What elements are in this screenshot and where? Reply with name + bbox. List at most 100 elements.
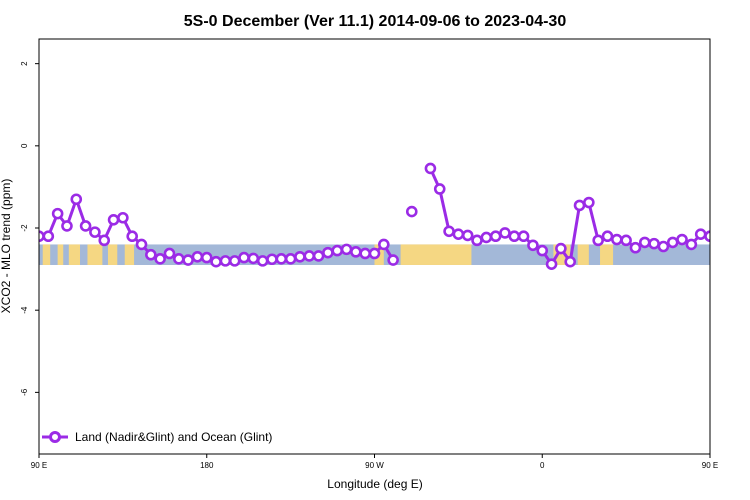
data-point — [238, 251, 250, 264]
data-point — [368, 247, 381, 260]
data-point — [275, 253, 288, 265]
data-point — [350, 246, 362, 258]
legend: Land (Nadir&Glint) and Ocean (Glint) — [42, 430, 272, 444]
data-point — [89, 226, 101, 238]
legend-label: Land (Nadir&Glint) and Ocean (Glint) — [75, 430, 272, 444]
land-segment — [87, 244, 103, 265]
data-point — [629, 241, 642, 254]
data-point — [79, 220, 92, 232]
land-segment — [107, 244, 118, 265]
data-point — [387, 254, 399, 266]
data-point — [648, 237, 660, 250]
data-point — [228, 255, 241, 267]
data-point — [126, 230, 138, 243]
y-tick-label: 0 — [20, 143, 29, 148]
y-tick-label: -6 — [20, 388, 29, 396]
data-point — [42, 230, 55, 243]
data-point — [638, 236, 651, 249]
data-point — [620, 234, 632, 247]
data-point — [573, 199, 586, 212]
x-tick-label: 180 — [200, 461, 214, 470]
data-point — [611, 233, 623, 246]
data-point — [247, 252, 260, 265]
data-point — [405, 205, 418, 218]
data-point — [433, 183, 446, 195]
data-point — [545, 258, 558, 270]
data-point — [657, 240, 670, 253]
data-point — [489, 230, 502, 243]
data-point — [443, 225, 455, 238]
land-segment — [68, 244, 81, 265]
data-point — [480, 231, 493, 244]
data-point — [527, 239, 539, 252]
y-tick-label: 2 — [20, 61, 29, 66]
data-point — [284, 253, 297, 265]
series-line — [719, 199, 750, 260]
y-axis: 2 0 -2 -4 -6 — [20, 61, 39, 396]
data-point — [499, 227, 511, 239]
data-point — [70, 193, 83, 206]
data-point — [424, 162, 437, 175]
y-axis-label: XCO2 - MLO trend (ppm) — [0, 179, 13, 314]
data-point — [135, 238, 148, 251]
x-tick-label: 0 — [540, 461, 545, 470]
data-point — [685, 238, 698, 251]
data-point — [340, 243, 353, 256]
data-point — [704, 230, 710, 243]
data-point — [536, 244, 549, 257]
x-axis: 90 E 180 90 W 0 90 E — [31, 454, 718, 470]
data-point — [724, 209, 733, 218]
chart-title: 5S-0 December (Ver 11.1) 2014-09-06 to 2… — [184, 13, 567, 30]
data-point — [331, 244, 344, 257]
land-segment — [400, 244, 472, 265]
data-point — [154, 253, 166, 265]
data-point — [303, 250, 316, 262]
data-point — [564, 255, 577, 268]
y-tick-label: -4 — [20, 306, 29, 314]
x-tick-label: 90 E — [702, 461, 718, 470]
data-point — [733, 221, 742, 230]
data-point — [676, 233, 688, 246]
data-point — [200, 251, 213, 264]
data-point — [107, 213, 120, 226]
x-tick-label: 90 W — [365, 461, 384, 470]
data-point — [471, 234, 483, 247]
data-point — [555, 242, 567, 255]
data-point — [666, 236, 679, 249]
data-point — [172, 253, 185, 265]
y-tick-label: -2 — [20, 224, 29, 232]
data-point — [378, 238, 390, 251]
data-point — [312, 250, 325, 262]
data-point — [256, 255, 269, 267]
series-points-layer — [39, 162, 750, 270]
land-segment — [42, 244, 51, 265]
land-segment — [577, 244, 589, 265]
data-point — [294, 250, 306, 263]
land-segment — [57, 244, 64, 265]
data-point — [182, 254, 194, 266]
data-point — [452, 228, 465, 240]
data-point — [601, 230, 614, 243]
data-point — [51, 207, 64, 220]
data-point — [743, 195, 750, 204]
data-point — [517, 230, 530, 243]
data-point — [219, 255, 232, 267]
data-point — [98, 234, 111, 247]
x-axis-label: Longitude (deg E) — [327, 477, 422, 491]
data-point — [508, 230, 521, 243]
data-point — [359, 247, 371, 260]
data-point — [266, 253, 278, 266]
data-point — [461, 229, 474, 242]
land-segment — [600, 244, 614, 265]
x-tick-label: 90 E — [31, 461, 47, 470]
data-point — [117, 211, 129, 224]
land-segment — [124, 244, 135, 265]
data-point — [694, 228, 707, 240]
data-point — [592, 234, 604, 247]
legend-marker — [49, 431, 61, 443]
data-point — [210, 255, 222, 268]
data-point — [715, 232, 724, 241]
data-point — [163, 247, 176, 260]
data-point — [61, 220, 73, 232]
